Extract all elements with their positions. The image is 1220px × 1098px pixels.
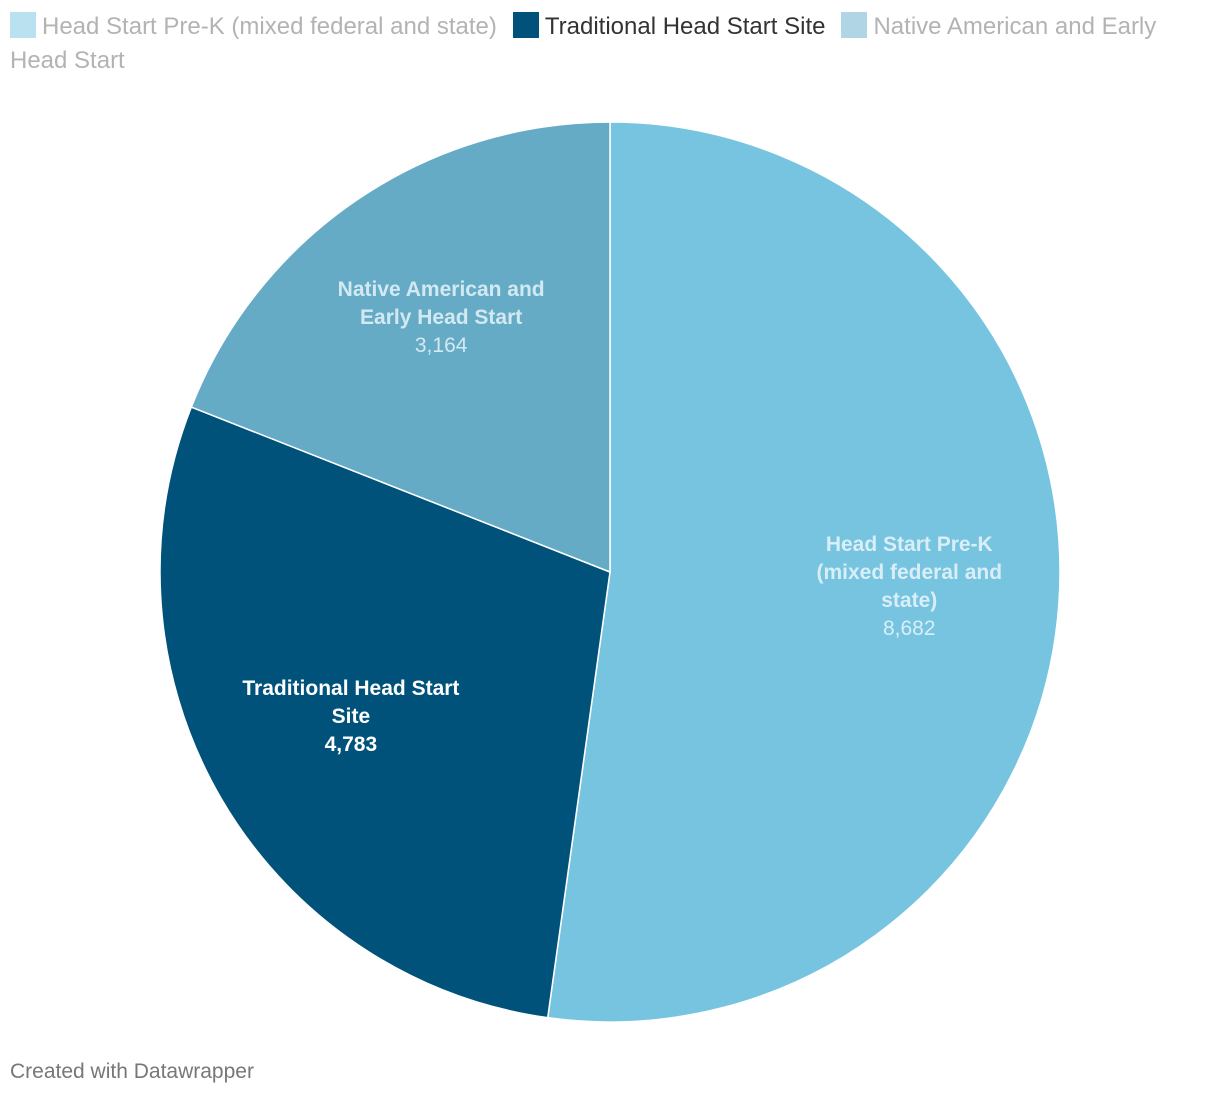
slice-label-line: Head Start Pre-K <box>826 533 993 556</box>
slice-label-line: Native American and <box>338 278 545 301</box>
legend-item-native-american-and-early-head-start[interactable]: Native American and Early Head Start <box>10 12 1157 74</box>
slice-value-label: 8,682 <box>883 617 936 640</box>
slice-label-line: (mixed federal and <box>816 561 1002 584</box>
legend-label: Traditional Head Start Site <box>544 13 826 40</box>
slice-label-traditional-head-start-site: Traditional Head Start Site 4,783 <box>242 677 459 756</box>
legend-item-head-start-pre-k-mixed-federal-and-state[interactable]: Head Start Pre-K (mixed federal and stat… <box>10 12 497 40</box>
pie-labels: Head Start Pre-K (mixed federal and state)… <box>242 278 1002 756</box>
slice-label-line: Traditional Head Start <box>242 677 459 700</box>
legend-swatch <box>512 12 539 38</box>
legend-label: Head Start Pre-K (mixed federal and stat… <box>42 13 497 40</box>
pie-slice-head-start-pre-k-mixed-federal-and-state[interactable] <box>546 121 1061 1023</box>
legend-swatch <box>841 12 868 38</box>
pie-slice-native-american-and-early-head-start[interactable] <box>190 121 611 574</box>
slice-value-label: 3,164 <box>415 334 468 357</box>
slice-label-native-american-and-early-head-start: Native American and Early Head Start 3,164 <box>338 278 545 357</box>
pie-slice-traditional-head-start-site[interactable] <box>159 406 611 1019</box>
slice-label-line: Early Head Start <box>360 306 522 329</box>
legend-swatch <box>10 12 36 38</box>
slice-label-line: state) <box>881 589 937 612</box>
slice-label-line: Site <box>332 705 371 728</box>
chart-legend: Head Start Pre-K (mixed federal and stat… <box>10 10 1190 78</box>
legend-item-traditional-head-start-site[interactable]: Traditional Head Start Site <box>512 12 826 40</box>
pie-slices <box>159 121 1061 1023</box>
slice-value-label: 4,783 <box>325 733 378 756</box>
slice-label-head-start-pre-k-mixed-federal-and-state: Head Start Pre-K (mixed federal and state)… <box>816 533 1002 640</box>
legend-label: Native American and Early Head Start <box>10 13 1157 74</box>
footer-credit: Created with Datawrapper <box>10 1060 254 1083</box>
